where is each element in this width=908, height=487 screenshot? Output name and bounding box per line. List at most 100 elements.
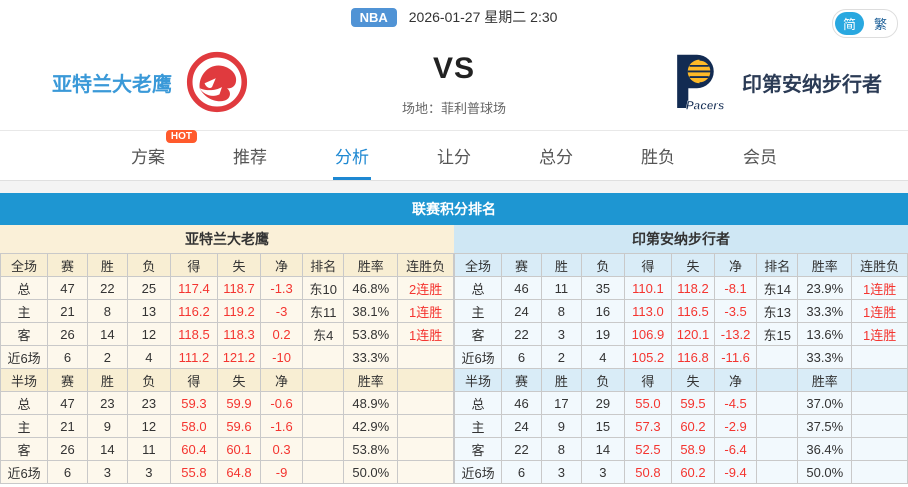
cell <box>302 414 345 438</box>
cell: 客 <box>453 437 503 461</box>
cell: 1连胜 <box>851 299 908 323</box>
home-team-name: 亚特兰大老鹰 <box>52 73 172 96</box>
tab-member[interactable]: 会员 <box>741 143 779 180</box>
column-header: 连胜负 <box>851 253 908 277</box>
cell: 60.2 <box>670 414 716 438</box>
tab-plan[interactable]: 方案 HOT <box>129 130 197 180</box>
table-row: 主 21 9 12 58.0 59.6 -1.6 42.9% <box>0 414 454 438</box>
cell <box>756 391 799 415</box>
home-stats-table: 全场赛胜负得失净排名 胜率 连胜负总 47 22 25 117.4 118.7 -1.3 东10 4… <box>0 253 454 484</box>
cell: 东10 <box>302 276 345 300</box>
cell <box>397 414 454 438</box>
column-header <box>851 368 908 392</box>
home-team-block: 亚特兰大老鹰 <box>52 51 248 113</box>
standings-tables: 亚特兰大老鹰 全场赛胜负得失净排名 胜率 连胜负总 47 22 25 117.4 118.7-… <box>0 225 908 486</box>
cell: 24 <box>501 414 542 438</box>
cell: 22 <box>501 322 542 346</box>
cell: -2.9 <box>713 414 758 438</box>
cell: 47 <box>47 276 88 300</box>
cell: 4 <box>126 345 171 369</box>
vs-label: VS <box>432 51 475 85</box>
league-badge: NBA <box>350 7 397 27</box>
cell: 6 <box>47 345 88 369</box>
cell: 46 <box>501 391 542 415</box>
cell: 116.8 <box>670 345 716 369</box>
hawks-logo-icon <box>186 51 248 113</box>
lang-simplified-button[interactable]: 简 <box>834 12 864 35</box>
cell: 33.3% <box>797 345 853 369</box>
tab-label: 让分 <box>437 148 471 167</box>
away-team-name: 印第安纳步行者 <box>742 73 882 96</box>
language-toggle[interactable]: 简 繁 <box>831 9 898 38</box>
cell: 6 <box>501 345 542 369</box>
cell: 111.2 <box>169 345 218 369</box>
tab-label: 方案 <box>131 148 165 167</box>
cell <box>302 437 345 461</box>
cell: 37.5% <box>797 414 853 438</box>
tab-winloss[interactable]: 胜负 <box>639 143 677 180</box>
cell: 53.8% <box>343 322 399 346</box>
cell: 16 <box>580 299 625 323</box>
cell: -10 <box>259 345 304 369</box>
column-header: 净 <box>259 368 304 392</box>
cell: -6.4 <box>713 437 758 461</box>
table-row: 客 26 14 11 60.4 60.1 0.3 53.8% <box>0 437 454 461</box>
table-row: 客 22 3 19 106.9 120.1 -13.2 东15 13.6% 1连胜 <box>453 322 908 346</box>
cell: 1连胜 <box>851 322 908 346</box>
tab-label: 胜负 <box>641 148 675 167</box>
column-header: 胜 <box>540 253 582 277</box>
cell: 23 <box>86 391 128 415</box>
section-title-bar: 联赛积分排名 <box>0 193 908 225</box>
cell: 113.0 <box>623 299 672 323</box>
cell: 主 <box>0 299 49 323</box>
cell: 22 <box>501 437 542 461</box>
cell: 37.0% <box>797 391 853 415</box>
cell: 33.3% <box>797 299 853 323</box>
cell: 8 <box>540 437 582 461</box>
cell <box>397 437 454 461</box>
column-header: 连胜负 <box>397 253 454 277</box>
cell: 4 <box>580 345 625 369</box>
column-header: 胜 <box>86 253 128 277</box>
away-standings-panel: 印第安纳步行者 全场赛胜负得失净排名 胜率 连胜负总 46 11 35 110.1 118.2… <box>453 225 908 486</box>
column-header: 净 <box>259 253 304 277</box>
cell: 24 <box>501 299 542 323</box>
cell: 46 <box>501 276 542 300</box>
tab-total[interactable]: 总分 <box>537 143 575 180</box>
cell: 19 <box>580 322 625 346</box>
cell: 总 <box>453 276 503 300</box>
cell: 2 <box>540 345 582 369</box>
cell: 60.1 <box>216 437 262 461</box>
column-header: 净 <box>713 253 758 277</box>
column-header: 排名 <box>302 253 345 277</box>
table-row: 总 46 17 29 55.0 59.5 -4.5 37.0% <box>453 391 908 415</box>
home-standings-panel: 亚特兰大老鹰 全场赛胜负得失净排名 胜率 连胜负总 47 22 25 117.4 118.7-… <box>0 225 454 486</box>
cell <box>756 460 799 484</box>
cell: 118.3 <box>216 322 262 346</box>
column-header: 赛 <box>501 253 542 277</box>
cell: 118.2 <box>670 276 716 300</box>
cell: -13.2 <box>713 322 758 346</box>
cell: 50.0% <box>343 460 399 484</box>
cell: 近6场 <box>453 345 503 369</box>
cell: 59.9 <box>216 391 262 415</box>
column-header-row: 全场赛胜负得失净排名 胜率 连胜负 <box>453 253 908 277</box>
svg-text:Pacers: Pacers <box>686 99 725 112</box>
cell: 近6场 <box>453 460 503 484</box>
tab-analysis[interactable]: 分析 <box>333 143 371 180</box>
cell: 64.8 <box>216 460 262 484</box>
cell <box>302 391 345 415</box>
tab-handicap[interactable]: 让分 <box>435 143 473 180</box>
tab-recommend[interactable]: 推荐 <box>231 143 269 180</box>
cell: -1.3 <box>259 276 304 300</box>
cell: 55.0 <box>623 391 672 415</box>
lang-traditional-button[interactable]: 繁 <box>873 17 887 32</box>
cell: -3 <box>259 299 304 323</box>
cell: 116.5 <box>670 299 716 323</box>
cell: 47 <box>47 391 88 415</box>
column-header: 负 <box>580 368 625 392</box>
cell: 46.8% <box>343 276 399 300</box>
table-row: 总 47 23 23 59.3 59.9 -0.6 48.9% <box>0 391 454 415</box>
cell: 26 <box>47 322 88 346</box>
away-team-block: Pacers 印第安纳步行者 <box>666 51 882 113</box>
